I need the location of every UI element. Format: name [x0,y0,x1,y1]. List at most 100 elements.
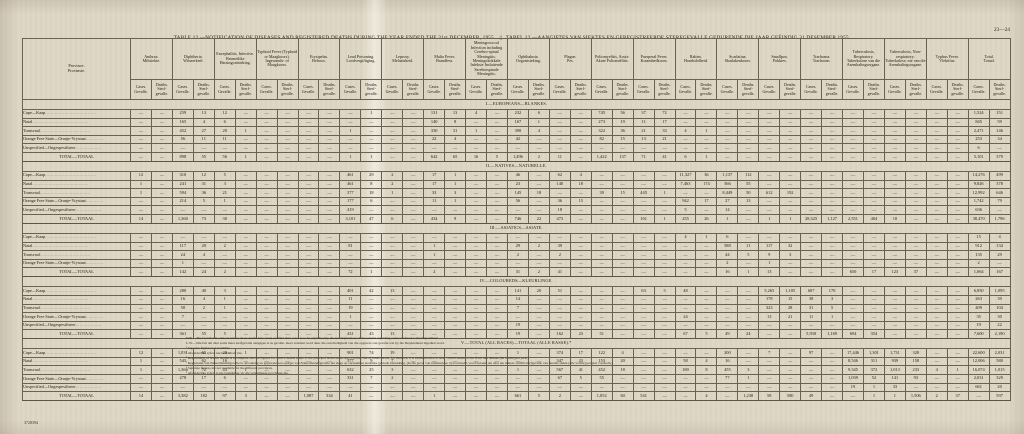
total-cell: 167 [988,267,1011,278]
data-cell: — [758,374,781,384]
total-cell: 642 [423,151,446,162]
data-cell: — [297,170,320,181]
data-cell: — [381,143,404,153]
data-cell: — [590,250,613,260]
data-cell: 11 [192,134,215,145]
data-cell: — [150,232,173,243]
data-cell: — [465,179,488,190]
data-cell: 15 [611,188,634,198]
data-cell: 31 [192,179,215,190]
data-cell: — [883,320,906,331]
data-cell: — [904,205,927,215]
data-cell: 1,105 [779,286,802,296]
data-cell: — [716,143,739,153]
data-cell: — [297,143,320,153]
row-label-province: Orange Free State—Oranje-Vrystaat.......… [22,258,131,269]
data-cell: 1 [444,179,467,190]
data-cell: 1 [130,356,152,367]
data-cell: — [925,294,948,305]
data-cell: 29 [506,241,529,252]
data-cell: — [632,320,655,331]
data-cell: — [444,205,467,215]
data-cell: — [465,134,488,145]
total-cell: 137 [611,151,634,162]
data-cell: 38 [800,294,823,305]
data-cell: — [779,134,802,145]
data-cell: 27 [716,196,739,207]
total-cell: 142 [171,267,194,278]
data-cell: — [862,134,885,145]
data-cell: 5 [674,205,697,215]
data-cell: — [925,179,948,190]
data-cell: — [716,382,739,393]
data-cell: — [779,196,802,207]
total-cell: — [821,267,844,278]
data-cell: — [946,294,969,305]
total-cell: 661 [506,391,529,402]
row-label-province: Cape—Kaap...............................… [22,109,131,119]
data-cell: — [234,179,257,190]
data-cell: 1,039 [842,374,864,384]
subheader-cases: Cases. Gevalle. [339,79,362,100]
data-cell: 328 [904,348,927,358]
total-cell: — [946,329,969,340]
data-cell: — [171,205,194,215]
data-cell: 6 [213,374,236,384]
data-cell: — [486,196,508,207]
data-cell: 1 [821,312,844,322]
subheader-deaths: Deaths. Sterf-gevalle. [318,79,341,100]
data-cell: — [611,258,634,269]
total-cell: — [569,391,592,402]
section-heading-row: IV.—COLOUREDS—KLEURLINGE. [22,276,1011,288]
data-cell: — [360,143,383,153]
total-cell: 41 [653,151,676,162]
data-cell: — [423,286,446,296]
data-cell: — [779,232,802,243]
total-cell: — [465,213,488,224]
data-cell: — [946,196,969,207]
data-cell: — [234,250,257,260]
data-cell: 6 [967,143,990,153]
data-cell: — [611,320,634,331]
data-cell: — [737,320,760,331]
total-cell: 2 [548,391,571,402]
total-cell: — [779,151,802,162]
subheader-cases: Cases. Gevalle. [548,79,571,100]
data-cell: — [716,109,739,119]
data-cell: 5 [653,286,676,296]
data-cell: — [800,109,823,119]
data-cell: — [758,179,781,190]
footnote: L.W.—Die feit dat daar soms meer sterfge… [186,340,445,345]
total-cell: 161 [632,213,655,224]
data-cell: — [569,241,592,252]
data-cell: — [737,303,760,314]
data-cell: — [360,312,383,322]
data-cell: 19 [506,320,529,331]
data-cell: — [842,126,864,136]
data-cell: — [821,382,844,393]
data-cell: 4 [465,109,488,119]
data-cell: — [150,205,173,215]
data-cell: — [821,205,844,215]
data-cell: — [862,196,885,207]
footnote: ³ Afsonderlike syfers is nie beskikbaar … [186,370,289,375]
section-heading: V.—TOTAL (ALL RACES)—TOTAAL (ALLE RASSE)… [22,338,1011,350]
data-cell: — [925,356,948,367]
data-cell: — [590,232,613,243]
total-cell: — [674,267,697,278]
data-cell: 11 [339,294,362,305]
data-cell: — [569,109,592,119]
data-cell: 2 [381,374,404,384]
data-cell: — [130,143,152,153]
data-cell: — [527,196,550,207]
total-cell: 3 [234,391,257,402]
column-header-leprosy: Leprosy. Melaatsheid. [381,38,425,80]
data-cell: 58 [171,303,194,314]
data-cell: — [632,196,655,207]
data-cell: 259 [171,109,194,119]
subheader-deaths: Deaths. Sterf-gevalle. [444,79,467,100]
data-cell: — [130,117,152,128]
data-cell: — [255,374,278,384]
total-cell: 2,551 [842,213,864,224]
table-row: Cape—Kaap...............................… [22,109,1011,119]
